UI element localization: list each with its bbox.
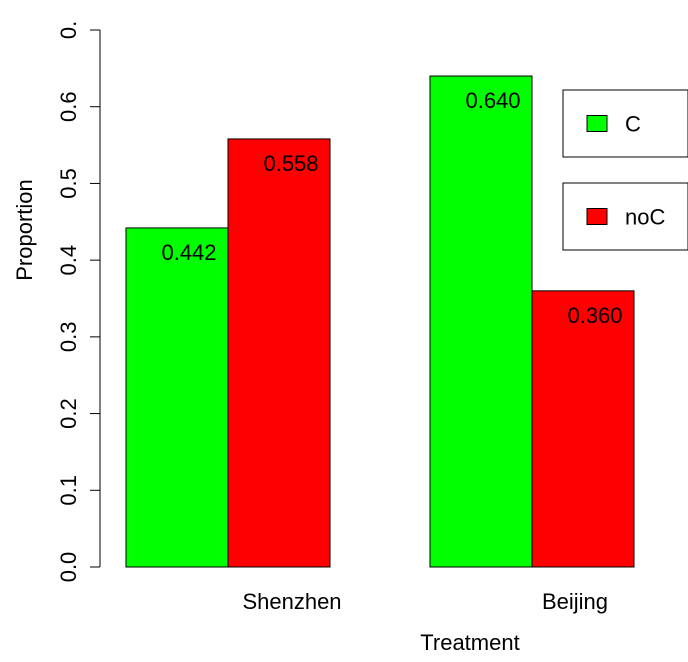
- bar-value-label: 0.360: [567, 303, 622, 328]
- category-label: Shenzhen: [242, 589, 341, 614]
- bar-value-label: 0.558: [263, 151, 318, 176]
- legend-box: [562, 89, 688, 158]
- bar-value-label: 0.640: [465, 88, 520, 113]
- y-tick-label: 0.3: [56, 322, 81, 353]
- category-label: Beijing: [542, 589, 608, 614]
- legend-box: [562, 182, 688, 251]
- legend-label-noC: noC: [625, 205, 665, 230]
- bar-noC-Shenzhen: [227, 138, 331, 568]
- legend-swatch-C: [586, 115, 608, 132]
- y-axis: 0.0 0.1 0.2 0.3 0.4 0.5 0.6 0.: [56, 21, 101, 583]
- y-tick-label: 0.2: [56, 398, 81, 429]
- bars: [125, 75, 635, 568]
- y-tick-label: 0.5: [56, 168, 81, 199]
- legend-label-C: C: [625, 112, 641, 137]
- y-axis-title: Proportion: [12, 179, 37, 281]
- bar-noC-Beijing: [531, 290, 635, 568]
- y-tick-label: 0.4: [56, 245, 81, 276]
- bar-C-Shenzhen: [125, 227, 229, 568]
- bar-value-label: 0.442: [161, 240, 216, 265]
- bar-C-Beijing: [429, 75, 533, 568]
- legend-swatch-noC: [586, 208, 608, 225]
- x-axis-title: Treatment: [420, 630, 519, 655]
- y-tick-label: 0.1: [56, 475, 81, 506]
- y-tick-label: 0.0: [56, 552, 81, 583]
- y-tick-label: 0.: [56, 21, 81, 39]
- bar-labels: 0.442 0.558 Shenzhen 0.640 0.360 Beijing: [161, 88, 622, 614]
- y-tick-label: 0.6: [56, 91, 81, 122]
